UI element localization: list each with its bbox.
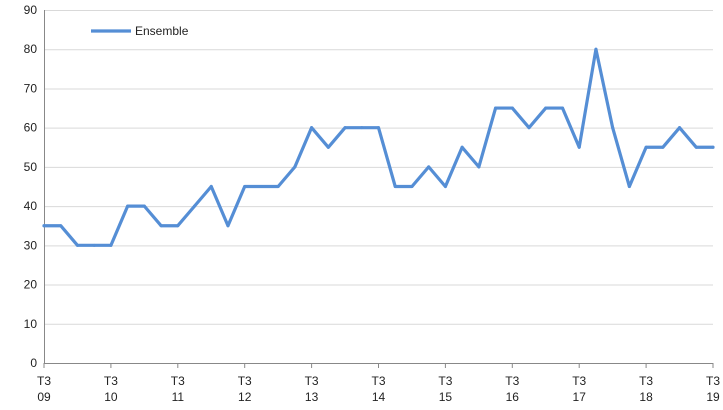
data-point	[326, 145, 330, 149]
data-point	[310, 126, 314, 130]
x-tick-label-year: 16	[506, 390, 520, 404]
x-tick-label-year: 17	[573, 390, 587, 404]
x-tick-label-quarter: T3	[305, 374, 319, 388]
data-point	[393, 185, 397, 188]
data-point	[59, 224, 63, 228]
x-tick-label-year: 19	[706, 390, 720, 404]
data-point	[694, 145, 698, 149]
data-point	[410, 185, 414, 188]
data-point	[477, 165, 481, 169]
y-tick-label: 50	[24, 160, 38, 174]
data-point	[343, 126, 347, 130]
data-point	[159, 224, 163, 228]
legend-label: Ensemble	[135, 24, 189, 38]
x-tick-label-year: 13	[305, 390, 319, 404]
x-tick-label-quarter: T3	[104, 374, 118, 388]
y-tick-label: 30	[24, 238, 38, 252]
data-point	[193, 204, 197, 208]
x-tick-label-year: 10	[104, 390, 118, 404]
y-tick-label: 60	[24, 121, 38, 135]
data-point	[109, 243, 113, 247]
x-tick-label-quarter: T3	[505, 374, 519, 388]
data-point	[661, 145, 665, 149]
data-point	[377, 126, 380, 130]
y-tick-label: 90	[24, 3, 38, 17]
data-point	[510, 106, 514, 110]
x-tick-label-quarter: T3	[238, 374, 252, 388]
data-point	[243, 185, 247, 188]
y-tick-label: 20	[24, 278, 38, 292]
x-axis-tick-labels: T3 09 T3 10 T3 11 T3 12 T3 13 T3 14 T3 15 T3 16 T3 17 T3 18…	[37, 374, 720, 404]
data-point	[142, 204, 146, 208]
data-point	[293, 165, 297, 169]
y-tick-label: 80	[24, 42, 38, 56]
x-tick-label-quarter: T3	[371, 374, 385, 388]
data-point	[611, 126, 615, 130]
x-tick-label-quarter: T3	[171, 374, 185, 388]
x-tick-label-year: 15	[439, 390, 453, 404]
data-point	[126, 204, 130, 208]
x-tick-label-quarter: T3	[572, 374, 586, 388]
data-point	[42, 224, 46, 228]
data-point	[460, 145, 464, 149]
data-point	[711, 145, 715, 149]
data-point	[360, 126, 364, 130]
data-point	[443, 185, 447, 188]
data-point	[92, 243, 96, 247]
data-point	[276, 185, 280, 188]
x-tick-label-quarter: T3	[639, 374, 653, 388]
gridlines	[44, 10, 713, 325]
x-tick-label-year: 11	[172, 390, 185, 404]
data-point	[594, 47, 598, 51]
x-tick-label-year: 18	[639, 390, 653, 404]
data-point	[176, 224, 180, 228]
x-tick-label-year: 12	[238, 390, 252, 404]
data-point	[627, 185, 631, 188]
y-tick-label: 0	[30, 356, 37, 370]
data-point	[577, 145, 581, 149]
x-tick-label-quarter: T3	[438, 374, 452, 388]
data-point	[527, 126, 531, 130]
y-axis-tick-labels: 0 10 20 30 40 50 60 70 80 90	[24, 3, 38, 370]
data-point	[560, 106, 564, 110]
data-point	[678, 126, 682, 130]
data-point	[209, 185, 213, 188]
data-point	[494, 106, 498, 110]
legend: Ensemble	[91, 24, 189, 38]
y-tick-label: 70	[24, 81, 38, 95]
y-tick-label: 10	[24, 317, 38, 331]
data-point	[427, 165, 431, 169]
x-tick-label-quarter: T3	[37, 374, 51, 388]
data-point	[259, 185, 263, 188]
data-point	[226, 224, 230, 228]
data-point	[75, 243, 79, 247]
series-lines	[42, 47, 715, 247]
data-point	[644, 145, 648, 149]
series-line-ensemble	[42, 47, 715, 247]
x-tick-label-year: 09	[37, 390, 51, 404]
data-point	[544, 106, 548, 110]
x-tick-label-quarter: T3	[706, 374, 720, 388]
axes	[43, 10, 714, 368]
y-tick-label: 40	[24, 199, 38, 213]
x-tick-label-year: 14	[372, 390, 386, 404]
